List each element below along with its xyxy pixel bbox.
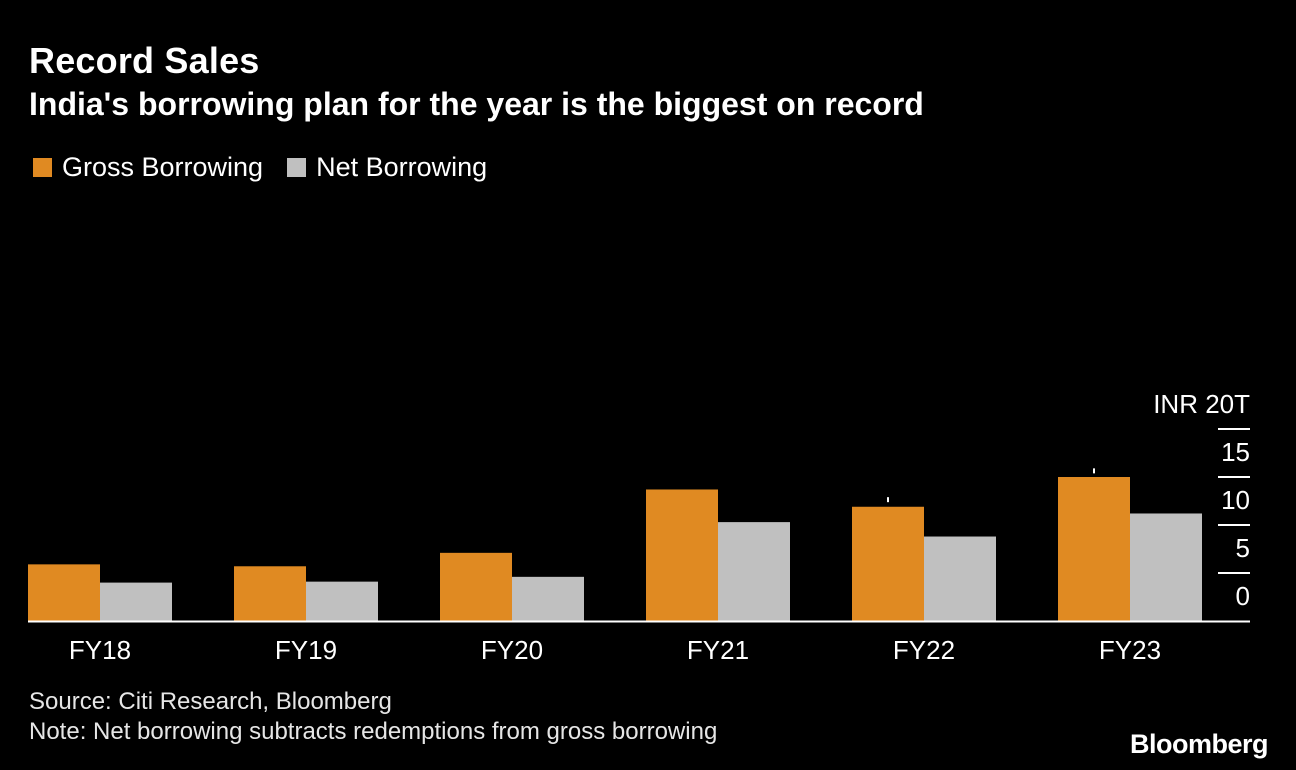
bar-gross-fy19 (234, 566, 306, 621)
x-tick-label-fy19: FY19 (275, 635, 337, 665)
bar-chart: FY18 FY19 FY20 FY21 FY22 FY23 0 5 10 15 INR 20T (28, 389, 1250, 665)
legend-label-net: Net Borrowing (316, 152, 488, 182)
x-tick-label-fy20: FY20 (481, 635, 543, 665)
y-tick-label-5: 5 (1236, 533, 1250, 563)
bar-gross-fy20 (440, 552, 512, 621)
y-tick-label-0: 0 (1236, 581, 1250, 611)
bar-net-fy19 (306, 581, 378, 621)
bar-net-fy18 (100, 582, 172, 621)
legend-swatch-net (287, 158, 307, 177)
bar-gross-fy23 (1058, 477, 1130, 621)
bar-net-fy21 (718, 522, 790, 621)
bar-gross-fy18 (28, 564, 100, 621)
legend-swatch-gross (33, 158, 52, 177)
bar-net-fy23 (1130, 513, 1202, 621)
bar-net-fy22 (924, 536, 996, 621)
x-tick-label-fy22: FY22 (893, 635, 955, 665)
legend-item-net: Net Borrowing (287, 152, 487, 183)
bar-gross-fy22 (852, 506, 924, 621)
footnote: Note: Net borrowing subtracts redemption… (29, 718, 718, 745)
legend-item-gross: Gross Borrowing (33, 152, 263, 183)
bloomberg-logo: Bloomberg (1129, 729, 1269, 759)
y-tick-label-10: 10 (1221, 485, 1250, 515)
x-tick-label-fy23: FY23 (1099, 635, 1161, 665)
bar-gross-fy21 (646, 489, 718, 621)
chart-subtitle: India's borrowing plan for the year is t… (29, 86, 924, 122)
bar-net-fy20 (512, 576, 584, 621)
legend: Gross Borrowing Net Borrowing (33, 152, 511, 183)
y-tick-label-20: INR 20T (1153, 389, 1250, 419)
x-tick-label-fy18: FY18 (69, 635, 131, 665)
chart-title: Record Sales (29, 40, 260, 81)
source-note: Source: Citi Research, Bloomberg (29, 688, 392, 715)
y-tick-label-15: 15 (1221, 437, 1250, 467)
legend-label-gross: Gross Borrowing (62, 152, 264, 182)
x-tick-label-fy21: FY21 (687, 635, 749, 665)
